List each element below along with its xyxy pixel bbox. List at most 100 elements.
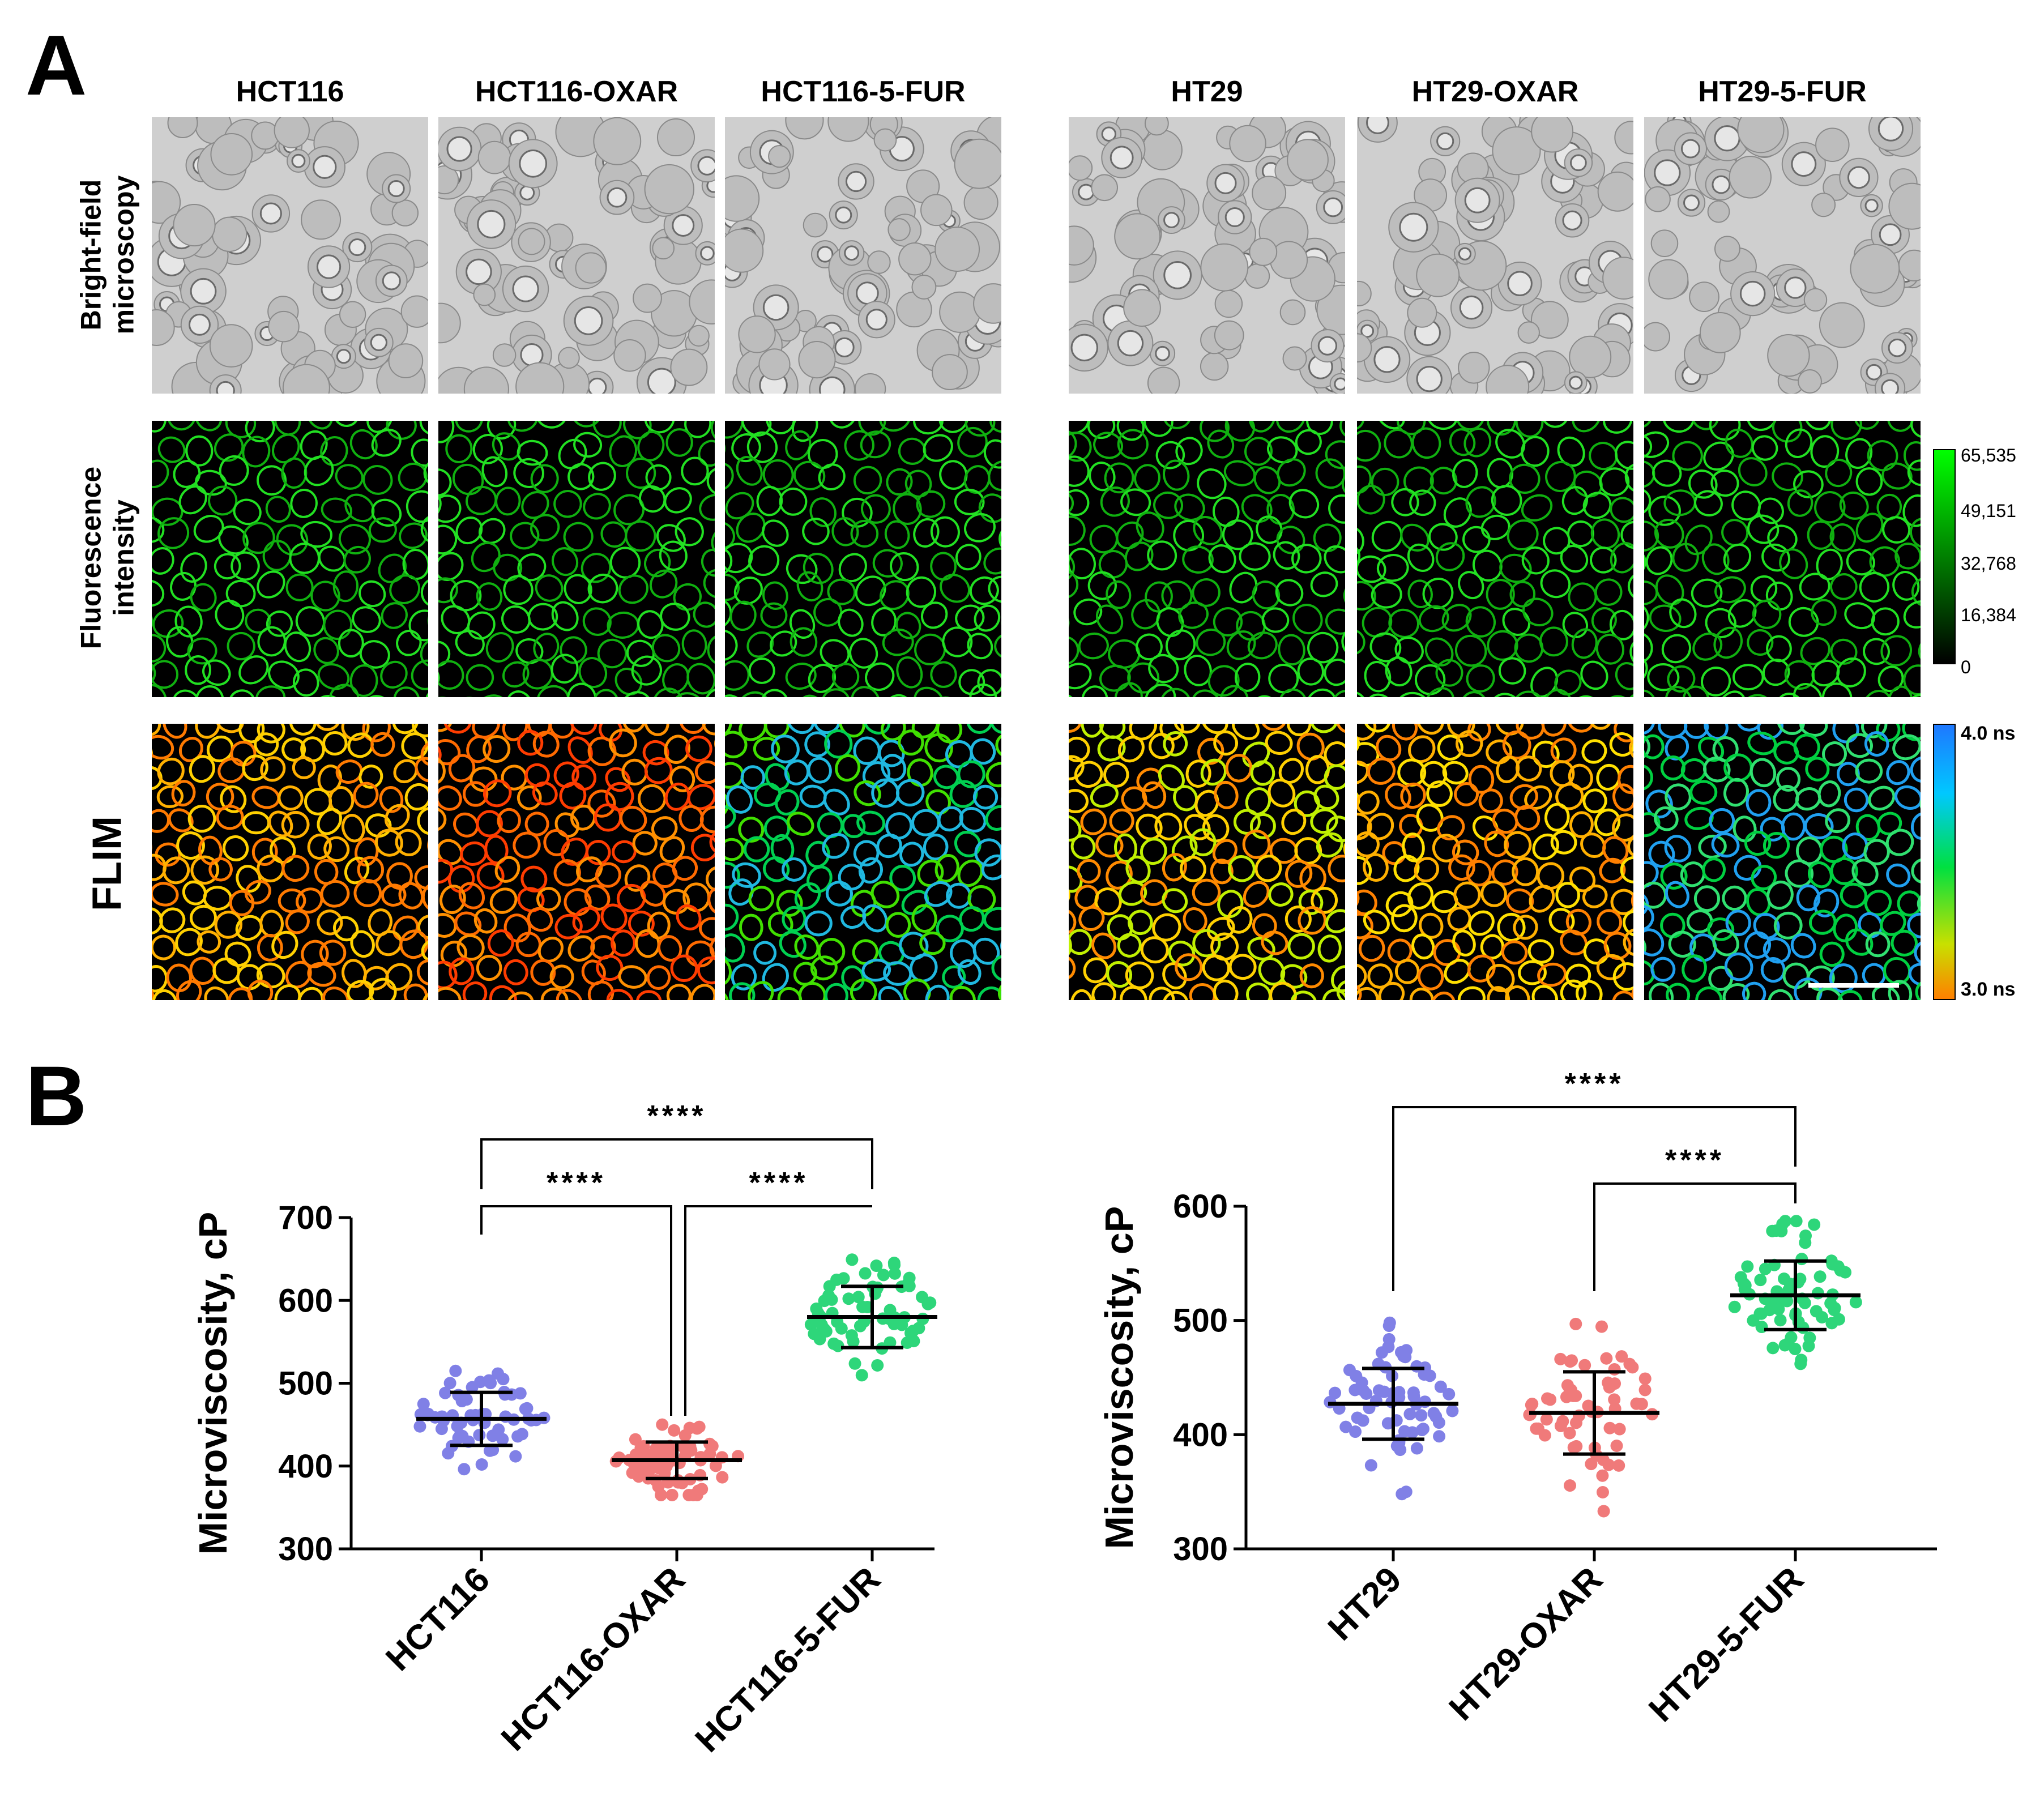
data-point (1596, 1469, 1609, 1482)
data-point (1381, 1417, 1394, 1430)
fluor-image-hct116-5-fur (725, 421, 1001, 697)
data-point (859, 1267, 872, 1280)
data-point (870, 1259, 883, 1273)
data-point (683, 1421, 696, 1434)
data-point (815, 1318, 828, 1331)
data-point (1541, 1392, 1554, 1405)
data-point (1596, 1485, 1609, 1498)
data-point (509, 1450, 522, 1463)
data-point (452, 1432, 465, 1445)
data-point (901, 1336, 914, 1349)
data-point (514, 1387, 527, 1400)
data-point (1382, 1320, 1396, 1333)
y-tick-label: 300 (278, 1531, 333, 1568)
data-point (1564, 1355, 1577, 1368)
data-point (1741, 1260, 1754, 1273)
data-point (1343, 1364, 1356, 1377)
significance-bracket (684, 1205, 872, 1416)
data-point (1403, 1407, 1416, 1420)
data-point (520, 1402, 534, 1415)
bright-image-hct116 (152, 117, 428, 394)
flim-colorbar (1933, 724, 1956, 1000)
data-point (1349, 1384, 1362, 1397)
data-point (1779, 1215, 1792, 1228)
data-point (1747, 1314, 1760, 1327)
data-point (1434, 1380, 1447, 1393)
data-point (417, 1398, 430, 1411)
data-point (656, 1418, 669, 1431)
bright-image-ht29-oxar (1357, 117, 1633, 394)
flim-colorbar-bottom-label: 3.0 ns (1961, 979, 2016, 1000)
data-point (1429, 1410, 1443, 1423)
data-point (1790, 1215, 1803, 1228)
data-point (1382, 1333, 1396, 1346)
data-point (467, 1410, 480, 1423)
y-axis-label: Microviscosity, cP (1099, 1206, 1141, 1549)
data-point (1410, 1442, 1423, 1455)
significance-bracket (1593, 1182, 1796, 1291)
data-point (1766, 1224, 1779, 1237)
data-point (1630, 1397, 1643, 1410)
data-point (449, 1364, 462, 1377)
intensity-colorbar-tick-3: 32,768 (1961, 553, 2016, 574)
column-title-hct116-5-fur: HCT116-5-FUR (761, 75, 966, 108)
y-axis-label: Microviscosity, cP (193, 1212, 235, 1555)
data-point (1569, 1317, 1582, 1330)
column-title-ht29-5-fur: HT29-5-FUR (1698, 75, 1867, 108)
data-point (443, 1377, 456, 1390)
row-title-fluorescence-line2: intensity (108, 499, 139, 616)
y-tick-label: 600 (278, 1282, 333, 1319)
data-point (413, 1420, 426, 1433)
y-tick-label: 300 (1173, 1531, 1228, 1568)
data-point (1772, 1303, 1785, 1316)
significance-bracket (1392, 1106, 1796, 1291)
column-title-hct116-oxar: HCT116-OXAR (475, 75, 679, 108)
data-point (871, 1359, 884, 1372)
data-point (1554, 1352, 1567, 1365)
row-title-fluorescence-line1: Fluorescence (75, 466, 107, 650)
data-point (458, 1463, 471, 1476)
data-point (1446, 1404, 1459, 1417)
y-tick-label: 400 (278, 1448, 333, 1485)
significance-label: **** (547, 1167, 606, 1199)
data-point (1728, 1300, 1741, 1313)
data-point (1834, 1264, 1847, 1277)
data-point (895, 1318, 908, 1331)
data-point (1638, 1372, 1652, 1385)
data-point (1578, 1359, 1591, 1372)
data-point (466, 1381, 479, 1394)
data-point (1595, 1320, 1608, 1333)
flim-image-ht29 (1069, 724, 1345, 1000)
data-point (1608, 1363, 1621, 1376)
data-point (845, 1329, 858, 1342)
data-point (1360, 1387, 1373, 1400)
y-tick-label: 600 (1173, 1188, 1228, 1225)
x-tick-label: HT29 (1321, 1560, 1409, 1648)
data-point (1364, 1459, 1377, 1472)
bright-image-hct116-oxar (438, 117, 715, 394)
data-point (846, 1253, 859, 1266)
data-point (855, 1369, 868, 1382)
data-point (1329, 1386, 1342, 1399)
data-point (1785, 1331, 1798, 1344)
data-point (1418, 1368, 1431, 1381)
fluor-image-hct116-oxar (438, 421, 715, 697)
data-point (1564, 1479, 1577, 1492)
significance-label: **** (647, 1100, 707, 1133)
fluor-image-ht29-5-fur (1644, 421, 1921, 697)
data-point (473, 1429, 486, 1442)
intensity-colorbar (1933, 449, 1956, 664)
data-point (1795, 1253, 1808, 1266)
row-title-fluorescence: Fluorescence intensity (75, 439, 140, 677)
data-point (455, 1395, 468, 1408)
y-tick-label: 400 (1173, 1416, 1228, 1453)
data-point (1608, 1377, 1621, 1390)
panel-a-letter: A (25, 18, 87, 113)
data-point (1623, 1357, 1636, 1370)
data-point (1567, 1441, 1580, 1454)
data-point (1783, 1278, 1796, 1291)
bright-image-hct116-5-fur (725, 117, 1001, 394)
bright-image-ht29 (1069, 117, 1345, 394)
data-point (1774, 1314, 1787, 1327)
